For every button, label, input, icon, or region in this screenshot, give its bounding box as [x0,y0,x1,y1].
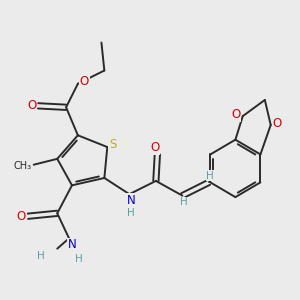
Text: CH₃: CH₃ [14,161,32,171]
Text: H: H [180,197,188,207]
Text: N: N [68,238,76,251]
Text: O: O [17,210,26,223]
Text: O: O [232,108,241,121]
Text: O: O [27,99,36,112]
Text: O: O [150,141,160,154]
Text: H: H [127,208,135,218]
Text: O: O [80,75,89,88]
Text: O: O [273,117,282,130]
Text: H: H [37,251,45,261]
Text: H: H [206,171,214,181]
Text: N: N [127,194,135,207]
Text: H: H [76,254,83,264]
Text: S: S [109,138,116,151]
